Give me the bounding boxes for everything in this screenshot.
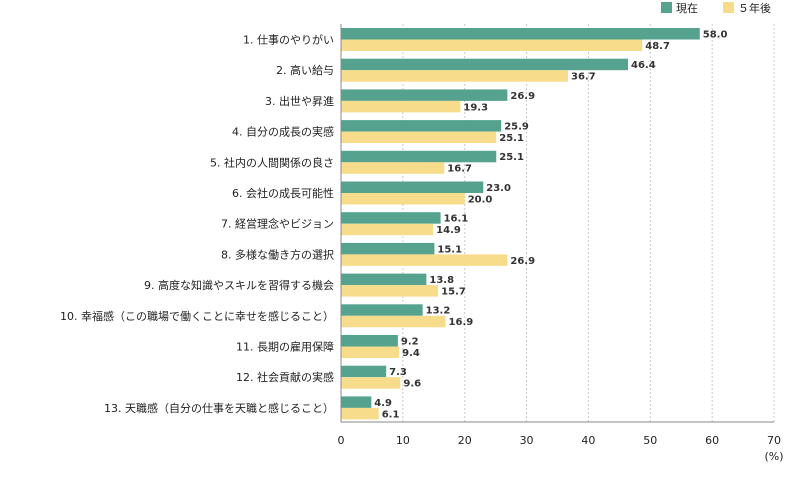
bar-current (341, 212, 441, 224)
x-axis-unit-label: (%) (764, 450, 783, 463)
bar-five-years (341, 377, 401, 389)
category-label: 5. 社内の人間関係の良さ (210, 155, 334, 169)
legend-swatch-five-years (723, 2, 734, 13)
category-label: 1. 仕事のやりがい (243, 33, 334, 47)
bar-current (341, 28, 700, 40)
bar-five-years (341, 407, 379, 420)
bar-value-label: 36.7 (571, 72, 596, 83)
x-tick-label: 0 (338, 434, 345, 447)
bar-five-years (341, 223, 434, 236)
x-tick-label: 50 (643, 434, 657, 447)
bar-value-label: 25.1 (499, 152, 524, 163)
category-label: 8. 多様な働き方の選択 (221, 247, 334, 261)
bar-five-years (341, 285, 439, 297)
bar-five-years (341, 346, 400, 358)
bar-value-label: 4.9 (374, 398, 392, 409)
bar-current (341, 396, 372, 408)
bar-value-label: 13.8 (429, 275, 454, 286)
bar-current (341, 120, 502, 132)
bar-value-label: 16.1 (444, 214, 469, 225)
bar-current (341, 242, 435, 255)
bar-current (341, 89, 508, 101)
bar-value-label: 9.2 (401, 336, 419, 347)
category-label: 2. 高い給与 (276, 63, 334, 77)
category-label: 4. 自分の成長の実感 (232, 125, 334, 139)
bar-value-label: 14.9 (436, 225, 461, 236)
bar-five-years (341, 254, 508, 266)
bar-current (341, 150, 497, 163)
bar-value-label: 16.9 (449, 317, 474, 328)
bar-value-label: 20.0 (468, 194, 493, 205)
bar-current (341, 365, 387, 378)
bar-value-label: 13.2 (426, 306, 451, 317)
x-tick-label: 60 (705, 434, 719, 447)
bar-current (341, 304, 423, 316)
bar-current (341, 273, 427, 286)
category-label: 3. 出世や昇進 (265, 94, 334, 108)
bar-five-years (341, 193, 465, 205)
legend: 現在 ５年後 (661, 1, 771, 15)
bar-value-label: 23.0 (486, 183, 511, 194)
bar-current (341, 58, 629, 71)
bar-current (341, 181, 484, 193)
bar-value-label: 25.1 (499, 133, 524, 144)
legend-label-five-years: ５年後 (738, 1, 771, 15)
category-label: 13. 天職感（自分の仕事を天職と感じること） (104, 402, 334, 415)
bar-value-label: 58.0 (703, 29, 728, 40)
x-tick-label: 40 (581, 434, 595, 447)
bar-five-years (341, 162, 445, 174)
bar-value-label: 25.9 (504, 121, 529, 132)
bars (341, 28, 700, 420)
bar-value-label: 15.7 (441, 286, 466, 297)
bar-value-label: 48.7 (645, 41, 670, 52)
x-tick-label: 70 (767, 434, 781, 447)
bar-value-label: 26.9 (510, 256, 535, 267)
x-tick-label: 10 (396, 434, 410, 447)
bar-value-label: 7.3 (389, 367, 407, 378)
category-label: 6. 会社の成長可能性 (232, 186, 334, 200)
category-label: 7. 経営理念やビジョン (221, 217, 334, 231)
bar-value-label: 19.3 (463, 102, 488, 113)
bar-value-label: 9.6 (403, 379, 421, 390)
category-label: 10. 幸福感（この職場で働くことに幸せを感じること） (60, 309, 334, 323)
bar-value-label: 46.4 (631, 60, 656, 71)
x-tick-label: 20 (458, 434, 472, 447)
bar-five-years (341, 39, 643, 51)
legend-swatch-current (661, 2, 672, 13)
bar-value-label: 6.1 (382, 409, 400, 420)
category-label: 9. 高度な知識やスキルを習得する機会 (144, 278, 334, 292)
legend-label-current: 現在 (676, 2, 698, 15)
x-tick-label: 30 (520, 434, 534, 447)
category-label: 12. 社会貢献の実感 (236, 370, 334, 384)
bar-value-label: 26.9 (510, 91, 535, 102)
labels: 0 10 20 30 40 50 60 70 58.0 48.7 1. 仕事のやりがい 46.4 36.… (60, 29, 781, 447)
bar-value-label: 15.1 (437, 244, 462, 255)
bar-value-label: 16.7 (447, 164, 472, 175)
bar-five-years (341, 100, 461, 113)
bar-five-years (341, 131, 497, 144)
category-label: 11. 長期の雇用保障 (236, 340, 334, 354)
bar-value-label: 9.4 (402, 348, 420, 359)
bar-five-years (341, 70, 569, 82)
bar-five-years (341, 315, 446, 328)
bar-current (341, 335, 398, 347)
axes (340, 24, 774, 423)
